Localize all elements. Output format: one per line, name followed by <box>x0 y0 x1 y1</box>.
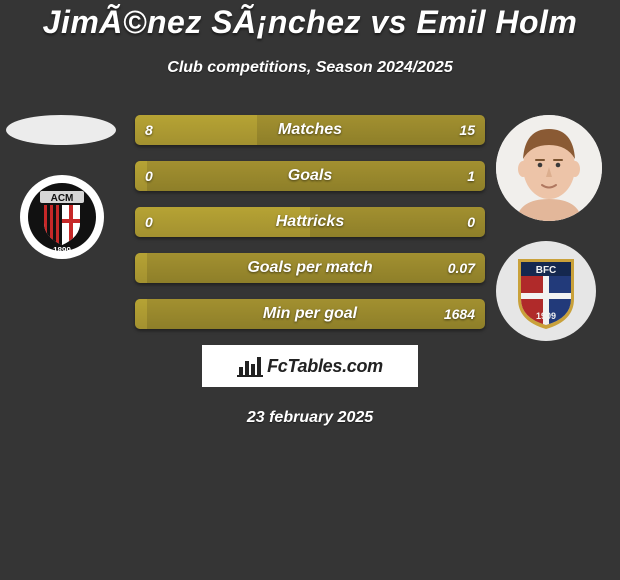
stat-right-value: 0.07 <box>448 260 475 276</box>
right-club-badge: BFC 1909 <box>496 241 596 341</box>
stat-row: 0Hattricks0 <box>135 207 485 237</box>
right-player-avatar <box>496 115 602 221</box>
stat-label: Goals <box>135 167 485 185</box>
bars-chart-icon <box>237 355 263 377</box>
stat-row: Goals per match0.07 <box>135 253 485 283</box>
stat-label: Hattricks <box>135 213 485 231</box>
left-club-badge: ACM 1899 <box>20 175 104 259</box>
left-player-column: ACM 1899 <box>6 115 116 259</box>
left-player-avatar <box>6 115 116 145</box>
comparison-stage: ACM 1899 <box>0 115 620 329</box>
stat-right-value: 15 <box>459 122 475 138</box>
brand-badge: FcTables.com <box>202 345 418 387</box>
stat-label: Goals per match <box>135 259 485 277</box>
stat-row: 0Goals1 <box>135 161 485 191</box>
page-subtitle: Club competitions, Season 2024/2025 <box>0 59 620 77</box>
stat-label: Matches <box>135 121 485 139</box>
svg-text:1909: 1909 <box>536 311 556 321</box>
svg-text:1899: 1899 <box>53 246 71 255</box>
bfc-badge-icon: BFC 1909 <box>496 241 596 341</box>
face-icon <box>496 115 602 221</box>
brand-text: FcTables.com <box>267 356 383 377</box>
svg-text:ACM: ACM <box>51 193 74 204</box>
stat-right-value: 1 <box>467 168 475 184</box>
svg-text:BFC: BFC <box>536 265 557 276</box>
stat-bars: 8Matches150Goals10Hattricks0Goals per ma… <box>135 115 485 329</box>
stat-right-value: 0 <box>467 214 475 230</box>
stat-row: 8Matches15 <box>135 115 485 145</box>
footer-date: 23 february 2025 <box>0 409 620 427</box>
page-title: JimÃ©nez SÃ¡nchez vs Emil Holm <box>0 0 620 41</box>
stat-label: Min per goal <box>135 305 485 323</box>
acm-badge-icon: ACM 1899 <box>20 175 104 259</box>
stat-right-value: 1684 <box>444 306 475 322</box>
stat-row: Min per goal1684 <box>135 299 485 329</box>
right-player-column: BFC 1909 <box>496 115 602 341</box>
